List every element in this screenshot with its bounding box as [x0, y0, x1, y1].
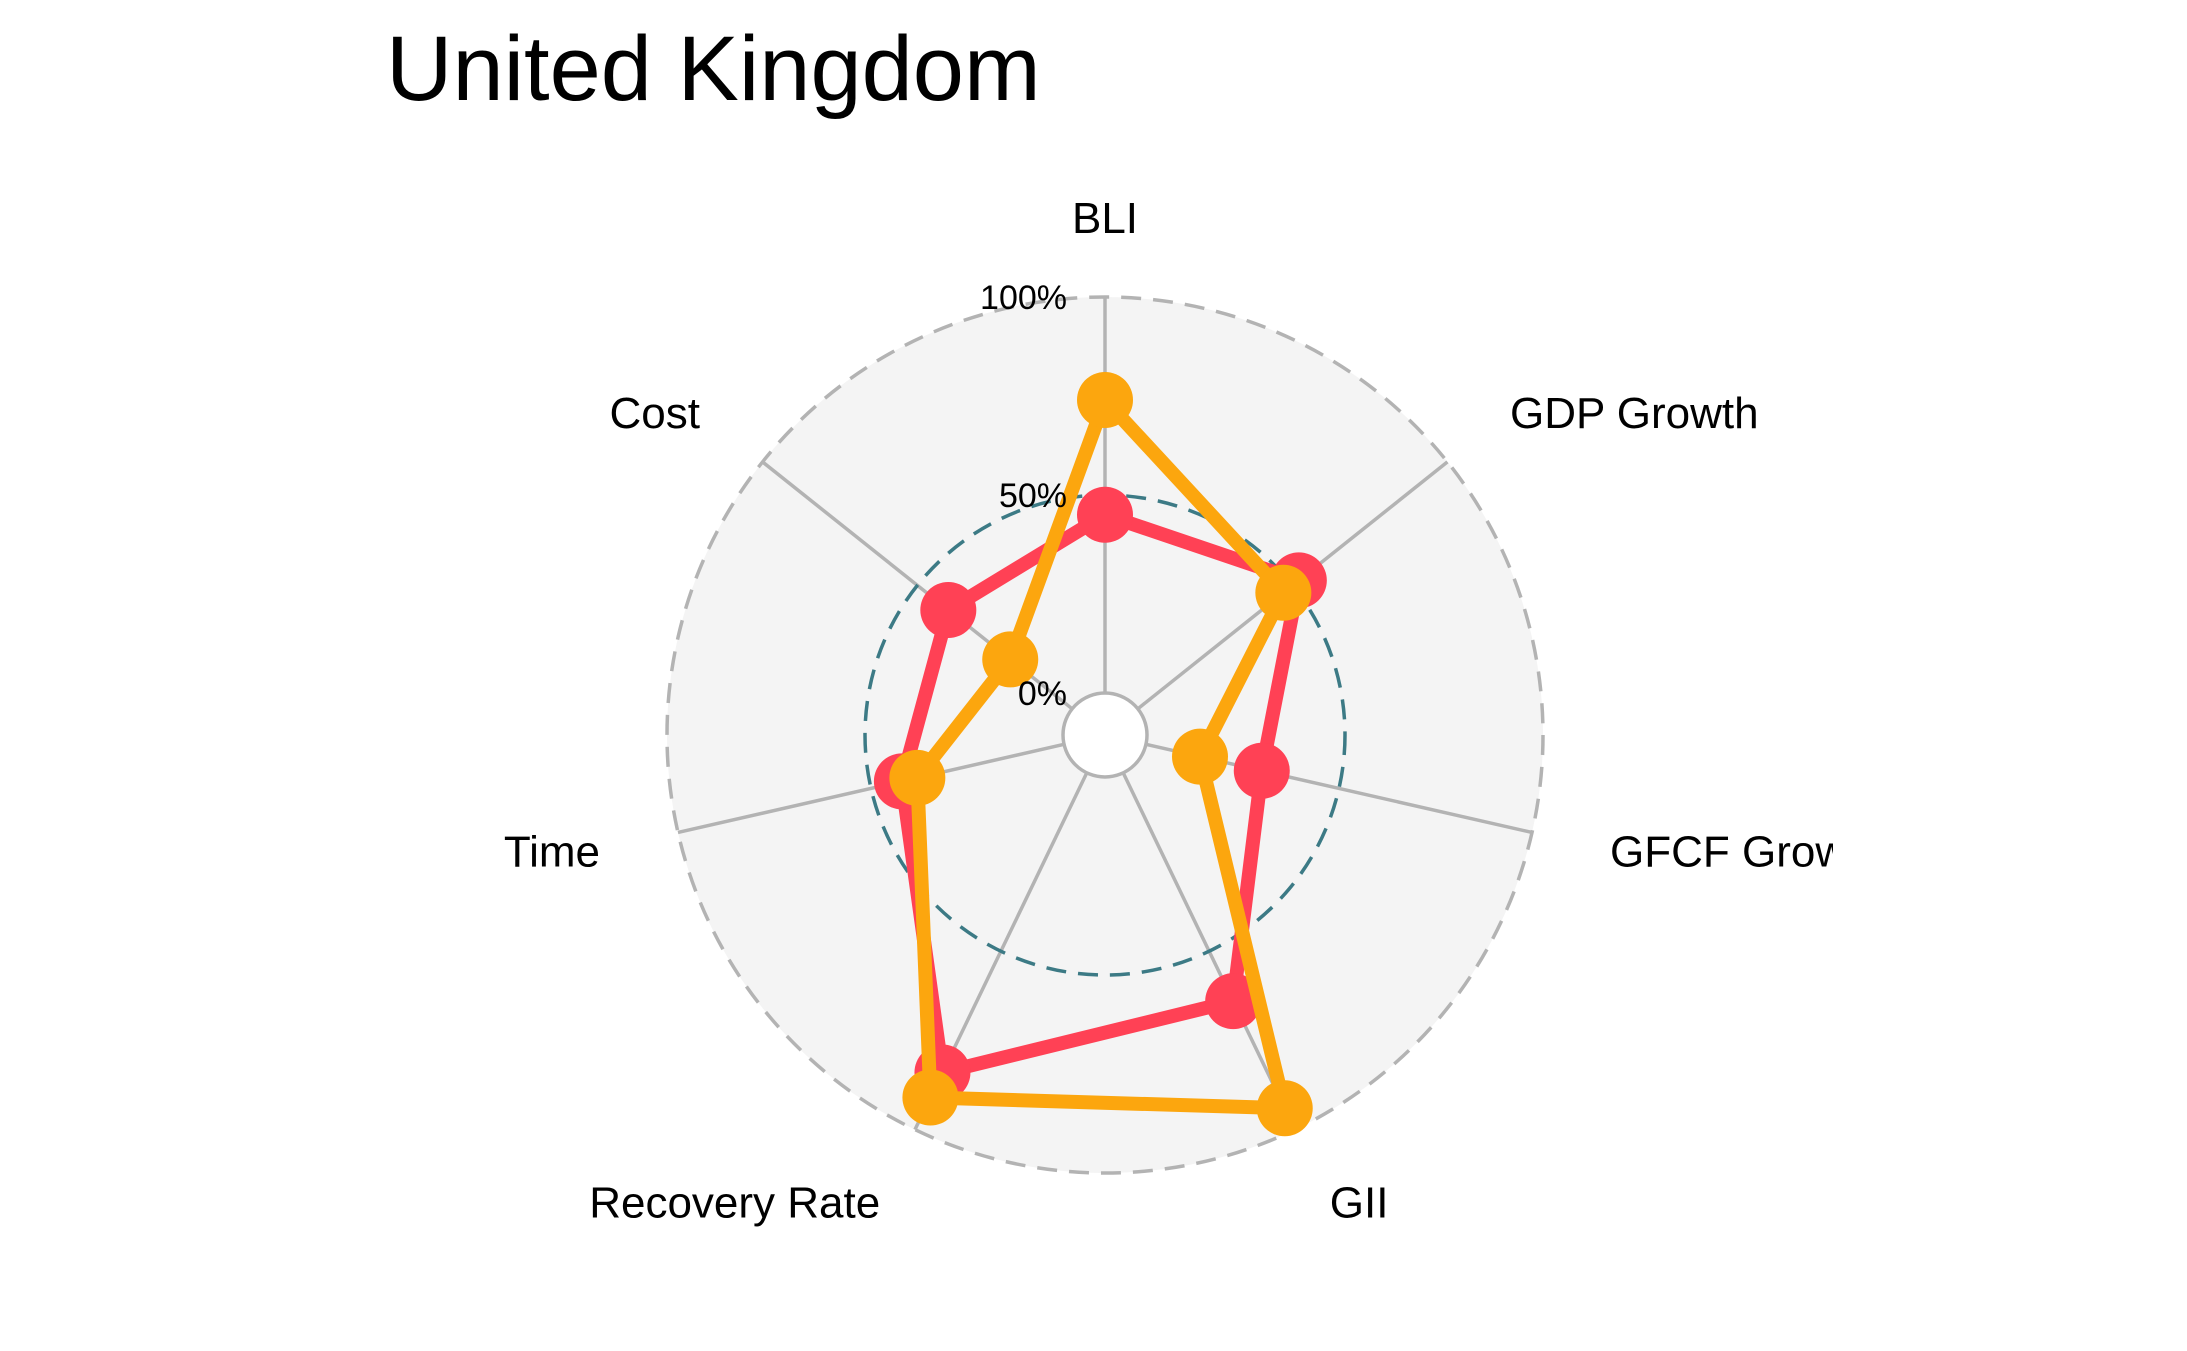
outer-grid-ring — [665, 295, 1545, 1175]
axis-label-gii: GII — [1330, 1179, 1389, 1228]
axis-labels: BLI GDP Growth GFCF Growth GII Recovery … — [504, 194, 1884, 1228]
axis-label-gfcf-growth: GFCF Growth — [1610, 827, 1884, 876]
chart-title: United Kingdom — [386, 18, 1041, 120]
series-2-point-cost — [982, 631, 1039, 688]
series-2-point-gii — [1256, 1080, 1313, 1137]
axis-label-bli: BLI — [1072, 194, 1138, 243]
series-2-point-recovery-rate — [902, 1069, 959, 1126]
axis-label-gdp-growth: GDP Growth — [1510, 389, 1759, 438]
series-1-point-bli — [1077, 486, 1133, 543]
series-1-point-gii — [1205, 973, 1262, 1030]
series-2-point-gdp-growth — [1255, 564, 1312, 621]
plot-area: 0% 50% 100% BLI GDP Growth GFCF Growth G… — [504, 194, 1884, 1228]
series-2-point-bli — [1077, 371, 1133, 428]
series-2-point-time — [889, 749, 946, 806]
spoke-time — [677, 742, 1065, 835]
grid-label-50: 50% — [999, 477, 1067, 515]
axis-label-recovery-rate: Recovery Rate — [589, 1179, 880, 1228]
series-1-point-cost — [920, 582, 977, 639]
grid-label-0: 0% — [1018, 675, 1067, 713]
grid-labels: 0% 50% 100% — [980, 279, 1067, 713]
axis-label-cost: Cost — [610, 389, 700, 438]
grid-label-100: 100% — [980, 279, 1067, 317]
series-layer — [873, 371, 1327, 1137]
axis-label-time: Time — [504, 827, 600, 876]
inner-grid-ring — [1061, 691, 1149, 779]
series-1-point-gfcf-growth — [1233, 742, 1290, 799]
series-2-point-gfcf-growth — [1171, 728, 1228, 785]
